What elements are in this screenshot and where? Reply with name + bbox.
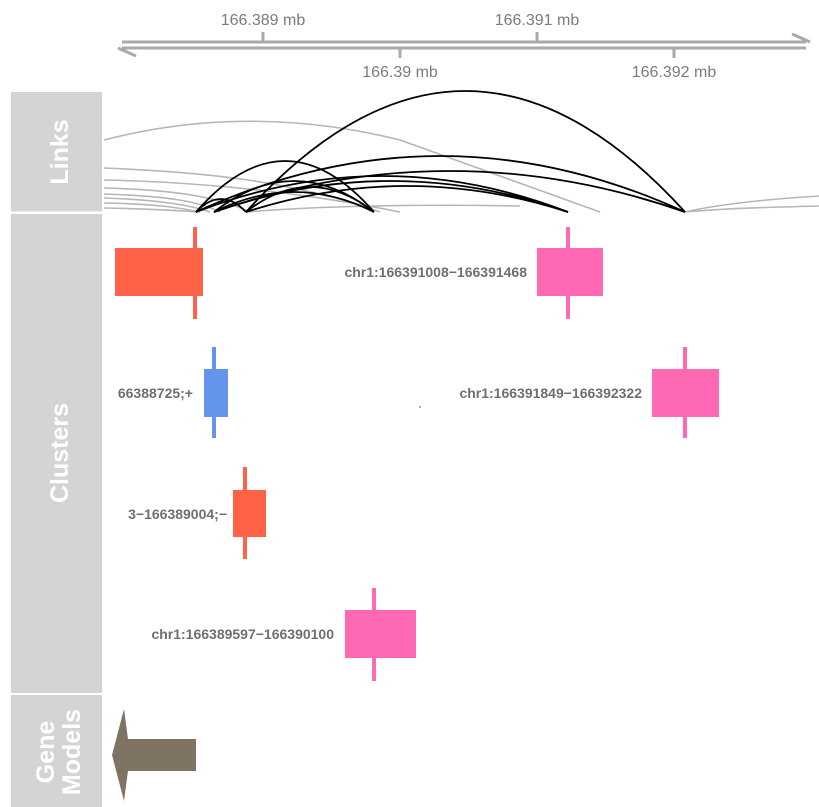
- cluster-feature: [115, 227, 203, 319]
- gene-models-title-panel: [11, 695, 102, 807]
- link-arc-weak: [684, 195, 819, 213]
- gene-model-arrow: [112, 709, 196, 801]
- cluster-label: chr1:166389597−166390100: [151, 626, 334, 642]
- axis-tick-label: 166.392 mb: [632, 64, 717, 81]
- link-arc-weak: [103, 207, 197, 213]
- links-track: [103, 90, 819, 213]
- link-arc-weak: [103, 202, 201, 213]
- gene-models-track-title-line1: Gene: [32, 721, 60, 784]
- link-arc: [195, 198, 247, 213]
- gene-models-track-title-line2: Models: [58, 709, 86, 795]
- cluster-box: [115, 248, 203, 296]
- gene-models-track: [112, 709, 196, 801]
- cluster-box: [345, 610, 416, 658]
- cluster-feature: 3−166389004;−: [128, 467, 266, 559]
- link-arc-weak: [245, 204, 521, 213]
- cluster-feature: chr1:166389597−166390100: [151, 588, 416, 681]
- link-arc-weak: [684, 205, 819, 213]
- axis-arrow-left: [117, 46, 137, 58]
- cluster-box: [233, 490, 266, 537]
- link-arc: [213, 180, 569, 213]
- links-track-title: Links: [46, 119, 74, 184]
- cluster-label: 66388725;+: [118, 385, 193, 401]
- cluster-box: [652, 369, 719, 417]
- clusters-title-panel: [11, 214, 102, 693]
- link-arc: [245, 185, 569, 213]
- cluster-label: 3−166389004;−: [128, 506, 227, 522]
- axis-tick-label: 166.389 mb: [221, 12, 306, 29]
- link-arc: [245, 186, 375, 213]
- link-arc: [245, 90, 686, 213]
- link-arc-weak: [103, 187, 251, 213]
- cluster-feature: 66388725;+: [118, 347, 228, 438]
- cluster-label: chr1:166391849−166392322: [459, 385, 642, 401]
- link-arc: [195, 160, 375, 213]
- stray-dot: [419, 406, 421, 408]
- link-arc-weak: [103, 120, 601, 213]
- axis-tick-label: 166.39 mb: [362, 64, 438, 81]
- links-title-panel: [11, 92, 102, 212]
- link-arc-weak: [103, 193, 221, 213]
- link-arc: [213, 191, 375, 213]
- axis-arrow-right: [791, 32, 811, 44]
- link-arc: [195, 175, 569, 213]
- cluster-box: [204, 369, 228, 417]
- cluster-feature: chr1:166391008−166391468: [344, 227, 603, 319]
- axis-tick-label: 166.391 mb: [495, 12, 580, 29]
- genome-axis: 166.389 mb 166.391 mb 166.39 mb 166.392 …: [117, 12, 811, 81]
- cluster-box: [537, 248, 603, 296]
- track-title-panels: Links Clusters Gene Models: [11, 92, 102, 807]
- cluster-label: chr1:166391008−166391468: [344, 264, 527, 280]
- clusters-track: chr1:166391008−166391468 66388725;+ chr1…: [115, 227, 719, 681]
- cluster-feature: chr1:166391849−166392322: [419, 347, 719, 438]
- clusters-track-title: Clusters: [46, 403, 74, 503]
